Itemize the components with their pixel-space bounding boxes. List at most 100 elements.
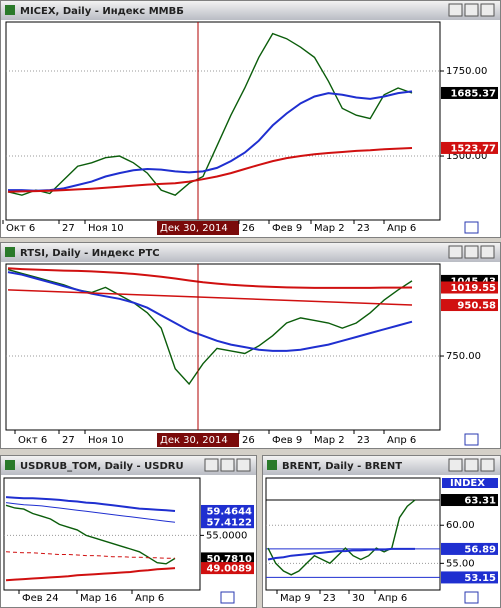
scroll-button[interactable] (464, 433, 479, 446)
close-button[interactable] (480, 245, 495, 259)
minimize-button[interactable] (448, 3, 463, 17)
x-tick-label: Апр 6 (387, 223, 416, 234)
price-badge (201, 504, 254, 517)
x-tick-label: Мар 9 (280, 593, 311, 604)
price-badge-label: 63.31 (464, 496, 496, 507)
minimize-button[interactable] (448, 458, 463, 472)
panel-title: RTSI, Daily - Индекс РТС (20, 248, 160, 259)
x-tick-label: Апр 6 (387, 435, 416, 446)
x-tick-label: Окт 6 (6, 223, 35, 234)
price-line (7, 147, 413, 193)
x-tick-label: Ноя 10 (88, 435, 124, 446)
panel-title: USDRUB_TOM, Daily - USDRU (20, 461, 184, 472)
x-tick-label: Апр 6 (378, 593, 407, 604)
price-badge (201, 562, 254, 575)
x-tick-label: 23 (323, 593, 336, 604)
close-button[interactable] (236, 458, 251, 472)
x-tick-label: 26 (242, 435, 255, 446)
x-tick-label: Фев 24 (22, 593, 59, 604)
x-tick-label: Мар 2 (314, 223, 345, 234)
plot-area (5, 263, 441, 431)
price-badge-label: 950.58 (457, 301, 496, 312)
x-tick-label: 27 (62, 223, 75, 234)
price-badge-label: 57.4122 (206, 518, 252, 529)
x-axis-strip (2, 431, 499, 447)
minimize-button[interactable] (448, 245, 463, 259)
x-tick-label: Окт 6 (18, 435, 47, 446)
panel-title: MICEX, Daily - Индекс ММВБ (20, 6, 184, 17)
price-line (5, 502, 176, 523)
price-badge-label: 1523.77 (450, 143, 496, 154)
y-tick-label: 1500.00 (446, 151, 487, 162)
cursor-date-box (157, 433, 239, 447)
x-axis-strip (2, 591, 255, 606)
scroll-button[interactable] (220, 591, 235, 604)
x-axis-strip (2, 221, 499, 236)
price-badge-label: 1019.55 (450, 283, 496, 294)
scroll-button[interactable] (464, 221, 479, 234)
plot-area (3, 477, 201, 591)
y-tick-label: 1750.00 (446, 66, 487, 77)
price-badge-label: 1685.37 (450, 88, 496, 99)
price-line (267, 547, 415, 561)
plot-area (265, 477, 441, 591)
panel-title: BRENT, Daily - BRENT (282, 461, 402, 472)
title-bar (1, 243, 500, 262)
price-badge (201, 516, 254, 529)
price-line (5, 567, 176, 582)
x-axis-strip (264, 591, 499, 606)
x-tick-label: Мар 16 (80, 593, 117, 604)
maximize-button[interactable] (464, 245, 479, 259)
price-line (7, 32, 413, 196)
cursor-date: Дек 30, 2014 (160, 223, 228, 234)
price-line (5, 496, 176, 512)
x-tick-label: Фев 9 (272, 435, 302, 446)
close-button[interactable] (480, 458, 495, 472)
panel-icon (5, 5, 15, 15)
title-bar (1, 456, 256, 475)
maximize-button[interactable] (464, 458, 479, 472)
x-tick-label: 26 (242, 223, 255, 234)
price-badge (441, 299, 498, 312)
price-line (7, 267, 413, 289)
price-badge (441, 571, 498, 584)
y-tick-label: 750.00 (446, 351, 481, 362)
cursor-date-box (157, 221, 239, 235)
price-badge-label: 49.0089 (206, 564, 252, 575)
indicator-box (442, 478, 498, 488)
maximize-button[interactable] (220, 458, 235, 472)
price-badge-label: 56.89 (464, 544, 496, 555)
close-button[interactable] (480, 3, 495, 17)
scroll-button[interactable] (464, 591, 479, 604)
y-tick-label: 60.00 (446, 520, 475, 531)
x-tick-label: Мар 2 (314, 435, 345, 446)
x-tick-label: Апр 6 (135, 593, 164, 604)
maximize-button[interactable] (464, 3, 479, 17)
price-badge-label: 59.4644 (206, 506, 252, 517)
price-badge-label: 53.15 (464, 573, 496, 584)
price-line (5, 504, 176, 565)
price-badge (201, 552, 254, 565)
x-tick-label: Фев 9 (272, 223, 302, 234)
price-badge (441, 542, 498, 555)
title-bar (263, 456, 500, 475)
price-line (7, 289, 413, 306)
price-badge (441, 281, 498, 294)
panel-icon (267, 460, 277, 470)
panel-icon (5, 247, 15, 257)
x-tick-label: 23 (357, 223, 370, 234)
price-line (8, 90, 413, 192)
title-bar (1, 1, 500, 20)
price-badge (441, 86, 498, 99)
cursor-date: Дек 30, 2014 (160, 435, 228, 446)
price-badge (441, 494, 498, 507)
price-line (7, 271, 413, 352)
x-tick-label: 23 (357, 435, 370, 446)
x-tick-label: 30 (352, 593, 365, 604)
plot-area (5, 21, 441, 221)
panel-icon (5, 460, 15, 470)
minimize-button[interactable] (204, 458, 219, 472)
x-tick-label: Ноя 10 (88, 223, 124, 234)
indicator-label: INDEX (450, 478, 485, 489)
